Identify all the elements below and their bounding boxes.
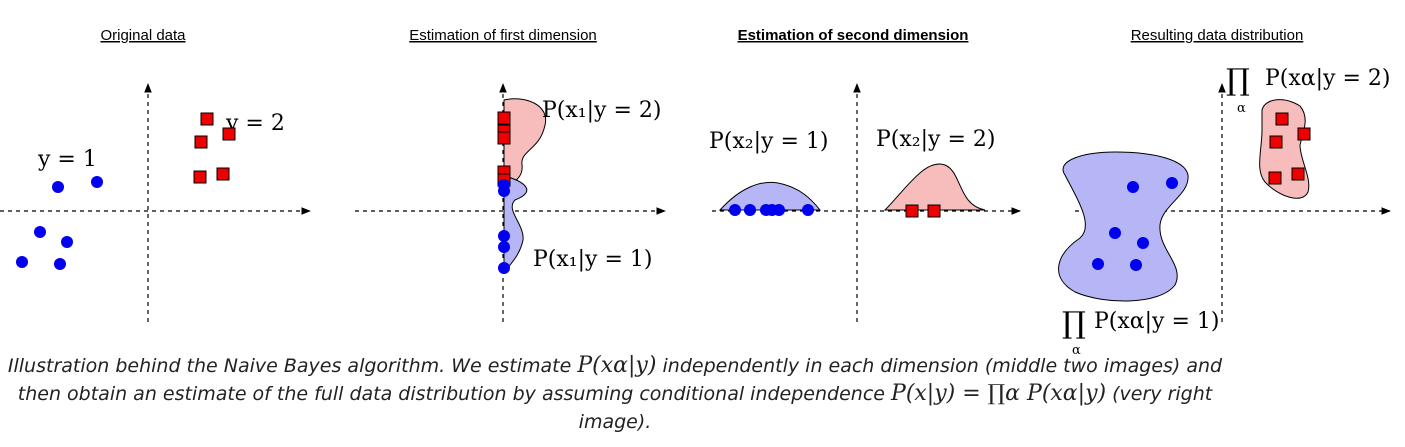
label-y1: y = 1 [37, 147, 97, 172]
red-point [216, 167, 230, 181]
blue-point [16, 256, 28, 268]
panel-resulting-distribution: Resulting data distribution ∏ α P(xα|y =… [1058, 27, 1391, 358]
red-point [193, 170, 207, 184]
blue-point [498, 230, 510, 242]
blue-points [16, 176, 103, 270]
product-subscript-blue: α [1072, 343, 1081, 358]
blue-point [729, 204, 741, 216]
blue-point [744, 204, 756, 216]
caption-math-1: P(xα|y) [577, 353, 657, 378]
blue-point [1166, 177, 1178, 189]
blue-point [61, 236, 73, 248]
label-red: P(x₁|y = 2) [542, 98, 661, 123]
blue-points [729, 204, 814, 216]
red-point [200, 112, 214, 126]
red-point [194, 135, 208, 149]
label-red: P(xα|y = 2) [1265, 66, 1391, 91]
panel-original-data: Original data y = 1 y = 2 [0, 27, 311, 322]
label-blue: P(xα|y = 1) [1094, 309, 1220, 334]
blue-point [802, 204, 814, 216]
red-point [1268, 171, 1282, 185]
blue-points [1092, 177, 1178, 271]
label-red: P(x₂|y = 2) [876, 127, 995, 152]
blue-point [1137, 237, 1149, 249]
red-point [1269, 135, 1283, 149]
blue-point [498, 262, 510, 274]
red-density-curve [883, 163, 986, 211]
caption-text-2: independently in each dimension (middle … [17, 355, 1223, 405]
red-point [1297, 127, 1311, 141]
red-point [1291, 167, 1305, 181]
blue-joint-region [1058, 151, 1189, 302]
blue-point [52, 181, 64, 193]
blue-point [1109, 227, 1121, 239]
caption-text-3: (very right image). [578, 383, 1213, 433]
blue-points [498, 179, 510, 274]
panel-title: Original data [100, 27, 186, 44]
panel-second-dimension: Estimation of second dimension P(x₂|y = … [709, 27, 1021, 322]
panel-title: Resulting data distribution [1131, 27, 1304, 44]
red-point [497, 111, 511, 125]
red-point [222, 127, 236, 141]
red-point [905, 204, 919, 218]
label-blue: P(x₂|y = 1) [709, 129, 828, 154]
red-points [193, 112, 236, 184]
blue-point [54, 258, 66, 270]
blue-point [498, 185, 510, 197]
panel-first-dimension: Estimation of first dimension P(x₁|y = 2… [355, 27, 666, 322]
blue-point [1092, 258, 1104, 270]
blue-point [91, 176, 103, 188]
caption-math-2: P(x|y) = ∏α P(xα|y) [891, 381, 1107, 406]
red-point [1275, 112, 1289, 126]
blue-density-curve [718, 181, 822, 211]
red-point [927, 204, 941, 218]
caption-text-1: Illustration behind the Naive Bayes algo… [7, 355, 578, 377]
blue-point [34, 226, 46, 238]
red-points [905, 204, 941, 218]
blue-point [1127, 181, 1139, 193]
blue-point [498, 241, 510, 253]
product-subscript-red: α [1237, 101, 1246, 116]
panel-title: Estimation of second dimension [738, 27, 969, 44]
blue-point [1130, 259, 1142, 271]
product-symbol-red: ∏ [1226, 63, 1250, 98]
blue-point [773, 204, 785, 216]
label-blue: P(x₁|y = 1) [533, 247, 652, 272]
figure-caption: Illustration behind the Naive Bayes algo… [0, 352, 1230, 436]
red-points [1268, 112, 1311, 185]
product-symbol-blue: ∏ [1062, 306, 1086, 341]
panel-title: Estimation of first dimension [409, 27, 597, 44]
red-point [497, 131, 511, 145]
